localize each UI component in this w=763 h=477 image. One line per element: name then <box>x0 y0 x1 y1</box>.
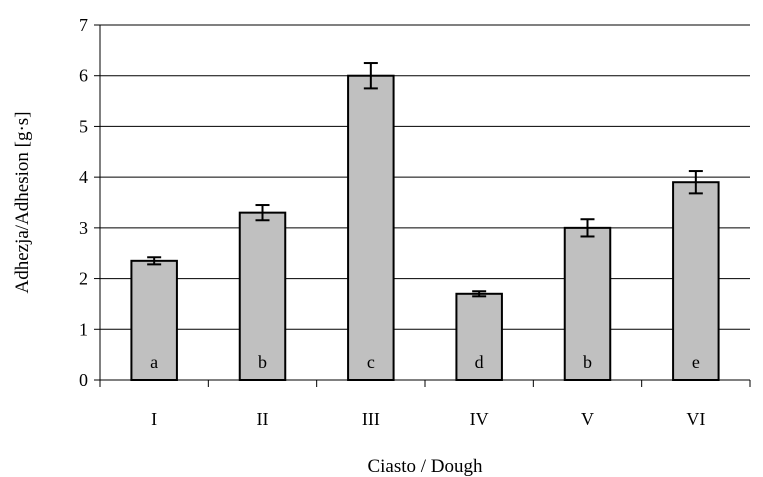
y-tick-3: 3 <box>79 218 88 238</box>
y-tick-5: 5 <box>79 116 88 136</box>
bar-II <box>238 211 287 381</box>
y-tick-4: 4 <box>79 167 88 187</box>
error-bar-VI <box>688 170 703 195</box>
error-bar-II <box>255 204 270 222</box>
grid-lines <box>100 24 750 330</box>
bar-letter-VI: e <box>692 352 700 372</box>
x-tick-VI: VI <box>686 409 705 429</box>
x-tick-V: V <box>581 409 594 429</box>
error-bar-I <box>147 256 162 266</box>
x-tick-III: III <box>362 409 380 429</box>
x-tick-I: I <box>151 409 157 429</box>
x-axis-title: Ciasto / Dough <box>367 456 483 477</box>
error-bars <box>147 62 703 298</box>
bar-letter-II: b <box>258 352 267 372</box>
y-tick-1: 1 <box>79 319 88 339</box>
bar-letter-IV: d <box>475 352 484 372</box>
bar-V <box>563 226 612 381</box>
bar-letter-III: c <box>367 352 375 372</box>
x-tick-II: II <box>257 409 269 429</box>
y-tick-6: 6 <box>79 66 88 86</box>
error-bar-IV <box>472 290 487 298</box>
y-tick-7: 7 <box>79 15 88 35</box>
axes <box>94 24 751 387</box>
bars <box>130 74 720 382</box>
error-bar-V <box>580 218 595 238</box>
bar-III <box>347 74 395 381</box>
y-tick-labels: 0 1 2 3 4 5 6 7 <box>79 15 88 390</box>
bar-letter-I: a <box>150 352 158 372</box>
y-axis-title: Adhezja/Adhesion [g·s] <box>12 111 33 293</box>
y-tick-2: 2 <box>79 269 88 289</box>
bar-VI <box>672 181 720 381</box>
bar-letter-V: b <box>583 352 592 372</box>
error-bar-III <box>363 62 378 90</box>
y-tick-0: 0 <box>79 370 88 390</box>
x-tick-IV: IV <box>470 409 489 429</box>
x-tick-labels: I II III IV V VI <box>151 409 705 429</box>
